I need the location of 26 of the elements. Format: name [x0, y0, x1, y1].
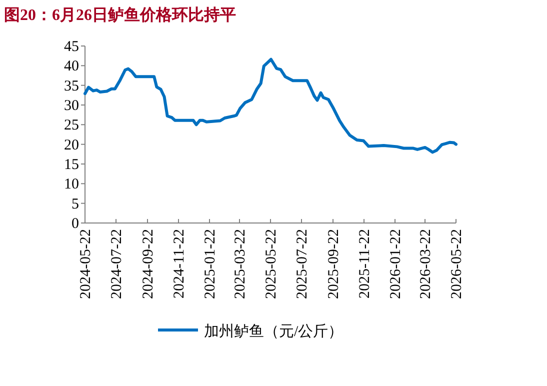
x-tick-label: 2025-11-22 [357, 229, 374, 298]
y-tick-label: 40 [64, 58, 79, 75]
y-tick-label: 0 [72, 216, 79, 232]
y-tick-label: 45 [64, 39, 79, 55]
y-tick-label: 15 [64, 157, 79, 173]
x-tick-label: 2026-05-22 [449, 229, 465, 299]
line-series [84, 58, 458, 154]
y-tick-label: 25 [64, 118, 79, 134]
legend-label: 加州鲈鱼（元/公斤） [204, 323, 344, 340]
x-tick-label: 2025-09-22 [326, 229, 342, 299]
x-tick-label: 2024-09-22 [140, 229, 157, 299]
y-tick-label: 30 [64, 98, 79, 114]
x-tick-label: 2025-05-22 [264, 229, 280, 299]
x-tick-label: 2025-07-22 [294, 229, 310, 299]
x-tick-label: 2024-11-22 [172, 229, 188, 298]
x-tick-label: 2026-01-22 [388, 229, 404, 299]
x-tick-label: 2026-03-22 [418, 229, 434, 299]
x-tick-label: 2024-05-22 [78, 229, 94, 299]
chart-title: 图20：6月26日鲈鱼价格环比持平 [4, 6, 236, 24]
x-tick-label: 2025-03-22 [232, 229, 248, 299]
y-tick-label: 20 [64, 137, 79, 154]
x-tick-label: 2025-01-22 [202, 229, 219, 299]
y-tick-label: 5 [72, 196, 79, 212]
x-tick-label: 2024-07-22 [109, 229, 125, 299]
y-tick-label: 10 [64, 176, 79, 193]
y-tick-label: 35 [64, 78, 79, 94]
